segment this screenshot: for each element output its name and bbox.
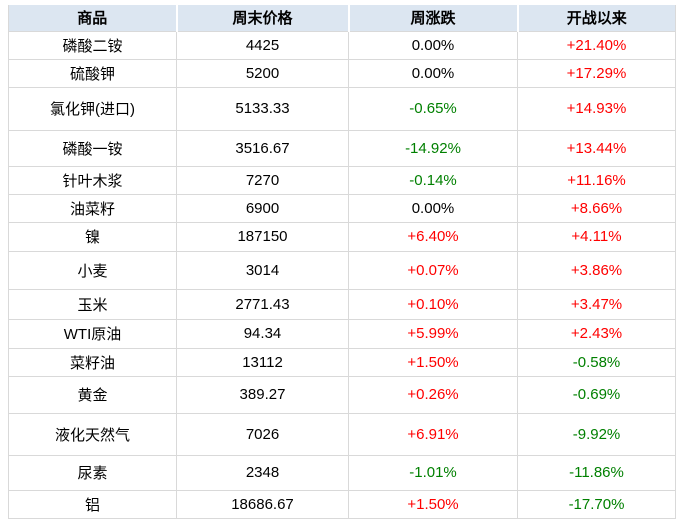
- table-row: 铝 18686.67 +1.50% -17.70%: [8, 489, 676, 519]
- weekly-change-cell: +0.10%: [348, 288, 518, 320]
- weekend-price-cell: 18686.67: [176, 489, 349, 519]
- col-header-since-war-start: 开战以来: [517, 5, 676, 32]
- since-war-change-cell: +11.16%: [517, 165, 676, 195]
- table-row: 菜籽油 13112 +1.50% -0.58%: [8, 347, 676, 377]
- since-war-change-cell: +8.66%: [517, 193, 676, 223]
- weekend-price-cell: 7026: [176, 412, 349, 456]
- since-war-change-cell: +2.43%: [517, 318, 676, 349]
- weekend-price-cell: 5200: [176, 58, 349, 88]
- commodity-cell: 镍: [8, 221, 177, 252]
- since-war-change-cell: +4.11%: [517, 221, 676, 252]
- weekend-price-cell: 13112: [176, 347, 349, 377]
- since-war-change-cell: -0.69%: [517, 375, 676, 414]
- weekend-price-cell: 7270: [176, 165, 349, 195]
- col-header-weekly-change: 周涨跌: [348, 5, 519, 32]
- weekend-price-cell: 94.34: [176, 318, 349, 349]
- header-row: 商品 周末价格 周涨跌 开战以来: [8, 5, 676, 32]
- commodity-cell: 铝: [8, 489, 177, 519]
- table-row: 油菜籽 6900 0.00% +8.66%: [8, 193, 676, 223]
- weekly-change-cell: +1.50%: [348, 347, 518, 377]
- table-row: 液化天然气 7026 +6.91% -9.92%: [8, 412, 676, 456]
- commodity-cell: 针叶木浆: [8, 165, 177, 195]
- weekend-price-cell: 2771.43: [176, 288, 349, 320]
- weekly-change-cell: -0.14%: [348, 165, 518, 195]
- table-row: WTI原油 94.34 +5.99% +2.43%: [8, 318, 676, 349]
- table-row: 针叶木浆 7270 -0.14% +11.16%: [8, 165, 676, 195]
- weekly-change-cell: +1.50%: [348, 489, 518, 519]
- commodity-cell: 菜籽油: [8, 347, 177, 377]
- since-war-change-cell: +14.93%: [517, 86, 676, 131]
- commodity-cell: 油菜籽: [8, 193, 177, 223]
- table-row: 尿素 2348 -1.01% -11.86%: [8, 454, 676, 491]
- weekly-change-cell: +6.91%: [348, 412, 518, 456]
- since-war-change-cell: +3.47%: [517, 288, 676, 320]
- col-header-weekend-price: 周末价格: [176, 5, 350, 32]
- commodity-cell: 尿素: [8, 454, 177, 491]
- weekly-change-cell: -0.65%: [348, 86, 518, 131]
- commodity-cell: 氯化钾(进口): [8, 86, 177, 131]
- weekly-change-cell: +5.99%: [348, 318, 518, 349]
- commodity-cell: 磷酸二铵: [8, 30, 177, 60]
- table-row: 小麦 3014 +0.07% +3.86%: [8, 250, 676, 290]
- weekly-change-cell: -1.01%: [348, 454, 518, 491]
- weekend-price-cell: 5133.33: [176, 86, 349, 131]
- commodity-cell: 液化天然气: [8, 412, 177, 456]
- weekend-price-cell: 187150: [176, 221, 349, 252]
- table-row: 玉米 2771.43 +0.10% +3.47%: [8, 288, 676, 320]
- weekend-price-cell: 389.27: [176, 375, 349, 414]
- weekly-change-cell: +0.26%: [348, 375, 518, 414]
- weekly-change-cell: 0.00%: [348, 30, 518, 60]
- commodity-cell: 玉米: [8, 288, 177, 320]
- since-war-change-cell: +17.29%: [517, 58, 676, 88]
- since-war-change-cell: -17.70%: [517, 489, 676, 519]
- weekend-price-cell: 3014: [176, 250, 349, 290]
- commodity-cell: 硫酸钾: [8, 58, 177, 88]
- weekly-change-cell: 0.00%: [348, 58, 518, 88]
- weekly-change-cell: +6.40%: [348, 221, 518, 252]
- weekend-price-cell: 4425: [176, 30, 349, 60]
- col-header-commodity: 商品: [8, 5, 178, 32]
- commodity-cell: WTI原油: [8, 318, 177, 349]
- since-war-change-cell: -9.92%: [517, 412, 676, 456]
- weekend-price-cell: 6900: [176, 193, 349, 223]
- commodity-cell: 小麦: [8, 250, 177, 290]
- table-row: 黄金 389.27 +0.26% -0.69%: [8, 375, 676, 414]
- weekly-change-cell: -14.92%: [348, 129, 518, 167]
- weekly-change-cell: +0.07%: [348, 250, 518, 290]
- table-body: 磷酸二铵 4425 0.00% +21.40% 硫酸钾 5200 0.00% +17.29% 氯…: [8, 30, 676, 519]
- table-row: 磷酸一铵 3516.67 -14.92% +13.44%: [8, 129, 676, 167]
- commodity-cell: 磷酸一铵: [8, 129, 177, 167]
- weekly-change-cell: 0.00%: [348, 193, 518, 223]
- since-war-change-cell: +21.40%: [517, 30, 676, 60]
- table-row: 硫酸钾 5200 0.00% +17.29%: [8, 58, 676, 88]
- since-war-change-cell: -0.58%: [517, 347, 676, 377]
- commodity-price-table: 商品 周末价格 周涨跌 开战以来 磷酸二铵 4425 0.00% +21.40% 硫酸钾…: [8, 5, 676, 519]
- weekend-price-cell: 2348: [176, 454, 349, 491]
- commodity-cell: 黄金: [8, 375, 177, 414]
- table-row: 镍 187150 +6.40% +4.11%: [8, 221, 676, 252]
- weekend-price-cell: 3516.67: [176, 129, 349, 167]
- table-row: 氯化钾(进口) 5133.33 -0.65% +14.93%: [8, 86, 676, 131]
- since-war-change-cell: +3.86%: [517, 250, 676, 290]
- since-war-change-cell: -11.86%: [517, 454, 676, 491]
- since-war-change-cell: +13.44%: [517, 129, 676, 167]
- table-row: 磷酸二铵 4425 0.00% +21.40%: [8, 30, 676, 60]
